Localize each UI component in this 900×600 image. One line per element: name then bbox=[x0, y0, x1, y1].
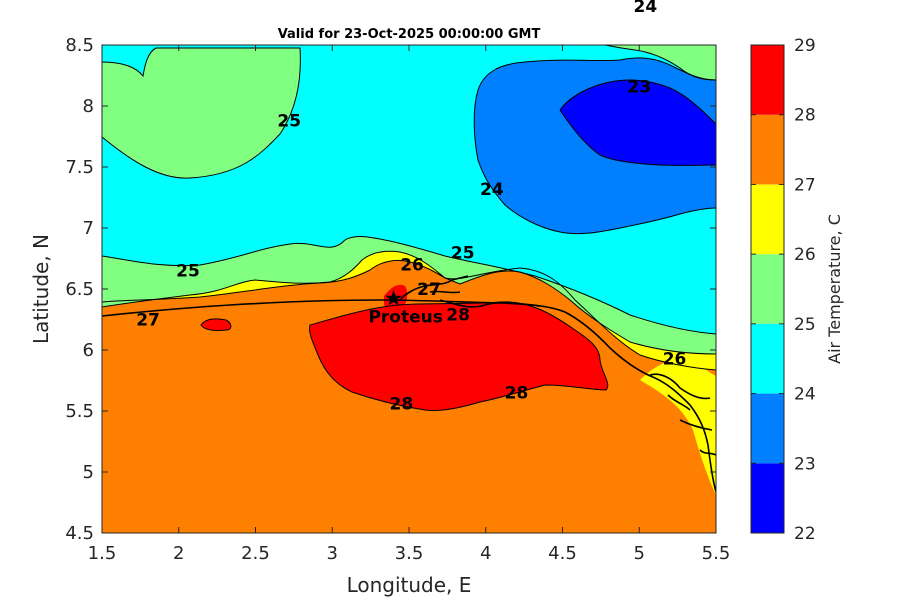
band-25-26-northeast bbox=[605, 45, 716, 80]
colorbar-swatch bbox=[751, 393, 784, 464]
colorbar-tick-label: 29 bbox=[794, 36, 816, 56]
colorbar-tick-label: 25 bbox=[794, 315, 816, 335]
station-marker: ★ Proteus bbox=[368, 287, 442, 328]
band-28-29-small bbox=[201, 318, 231, 331]
x-tick-label: 4.5 bbox=[548, 543, 577, 564]
x-tick-label: 1.5 bbox=[88, 543, 117, 564]
colorbar-swatch bbox=[751, 184, 784, 255]
x-tick-label: 5 bbox=[634, 543, 645, 564]
contour-label: 24 bbox=[480, 180, 504, 200]
y-axis-label: Latitude, N bbox=[29, 234, 53, 344]
x-tick-label: 2 bbox=[173, 543, 184, 564]
contour-label: 25 bbox=[176, 262, 200, 282]
contour-label: 28 bbox=[505, 384, 529, 404]
contour-fill bbox=[102, 45, 716, 533]
x-axis-label: Longitude, E bbox=[347, 573, 472, 597]
colorbar-tick-label: 22 bbox=[794, 524, 816, 544]
contour-label: 28 bbox=[389, 395, 413, 415]
contour-label: 28 bbox=[446, 306, 470, 326]
y-tick-label: 4.5 bbox=[65, 523, 94, 544]
y-tick-label: 5 bbox=[83, 462, 94, 483]
colorbar-tick-label: 27 bbox=[794, 175, 816, 195]
colorbar-tick-label: 24 bbox=[794, 385, 816, 405]
contour-label: 24 bbox=[634, 0, 658, 17]
y-tick-label: 5.5 bbox=[65, 401, 94, 422]
contour-label: 26 bbox=[400, 256, 424, 276]
chart-title: Valid for 23-Oct-2025 00:00:00 GMT bbox=[278, 27, 541, 42]
contour-label: 25 bbox=[451, 243, 475, 263]
coastline bbox=[102, 275, 716, 493]
y-tick-label: 6 bbox=[83, 340, 94, 361]
x-tick-label: 4 bbox=[480, 543, 491, 564]
contour-label: 26 bbox=[663, 350, 687, 370]
colorbar-tick-label: 23 bbox=[794, 454, 816, 474]
colorbar-swatch bbox=[751, 45, 784, 115]
colorbar-tick-label: 26 bbox=[794, 245, 816, 265]
contour-label: 27 bbox=[417, 280, 441, 300]
station-star-icon: ★ bbox=[384, 287, 404, 312]
y-axis: 4.5 5 5.5 6 6.5 7 7.5 8 8.5 bbox=[65, 35, 716, 544]
contour-label: 27 bbox=[136, 311, 160, 331]
band-22-23 bbox=[560, 80, 716, 166]
x-tick-label: 2.5 bbox=[241, 543, 270, 564]
contour-lines bbox=[102, 45, 716, 411]
contour-label: 25 bbox=[277, 112, 301, 132]
coast-yellow-east bbox=[640, 358, 716, 495]
colorbar-swatch bbox=[751, 323, 784, 394]
colorbar-label: Air Temperature, C bbox=[825, 214, 844, 364]
y-tick-label: 8.5 bbox=[65, 35, 94, 56]
x-tick-label: 5.5 bbox=[702, 543, 731, 564]
colorbar-tick-label: 28 bbox=[794, 106, 816, 126]
colorbar-swatch bbox=[751, 254, 784, 324]
y-tick-label: 7.5 bbox=[65, 157, 94, 178]
station-label: Proteus bbox=[368, 308, 442, 328]
colorbar-frame bbox=[750, 44, 785, 534]
colorbar-swatch bbox=[751, 114, 784, 185]
band-25-26-north bbox=[102, 45, 301, 179]
colorbar: 22 23 24 25 26 27 28 29 bbox=[750, 36, 816, 544]
x-tick-label: 3.5 bbox=[395, 543, 424, 564]
band-28-29-main bbox=[309, 301, 608, 411]
y-tick-label: 7 bbox=[83, 218, 94, 239]
y-tick-label: 6.5 bbox=[65, 279, 94, 300]
colorbar-swatch bbox=[751, 463, 784, 533]
x-tick-label: 3 bbox=[327, 543, 338, 564]
y-tick-label: 8 bbox=[83, 96, 94, 117]
x-axis: 1.5 2 2.5 3 3.5 4 4.5 5 5.5 bbox=[88, 45, 731, 564]
contour-label: 23 bbox=[627, 77, 651, 97]
